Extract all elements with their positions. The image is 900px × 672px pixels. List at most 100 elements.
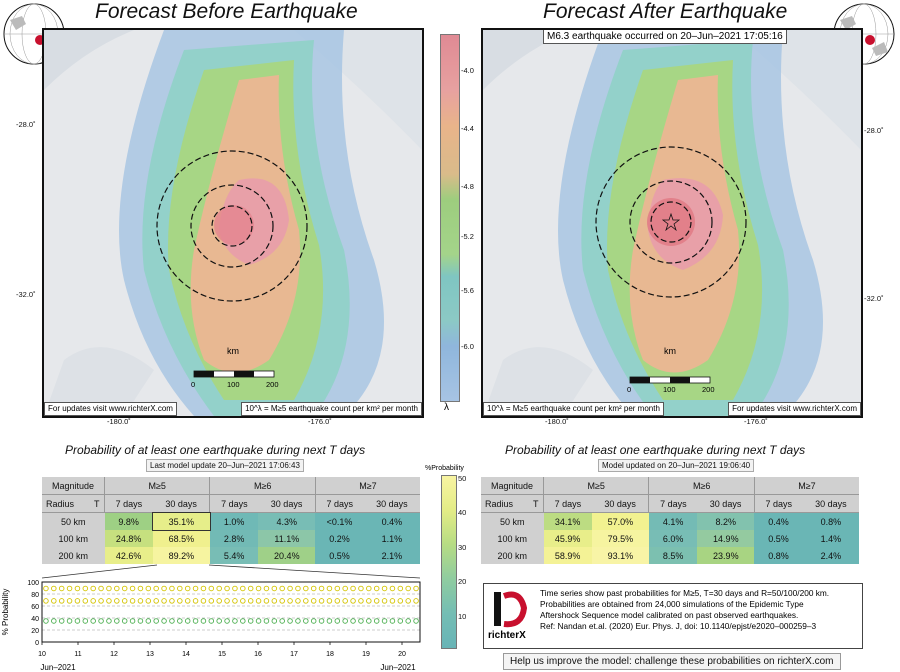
prob-cell: 4.1%: [648, 512, 698, 530]
ts-point: [303, 598, 309, 604]
ts-point: [177, 618, 183, 624]
ts-xtick-label: 20: [398, 651, 406, 658]
ts-point: [74, 585, 81, 592]
table-row: 200 km 58.9% 93.1% 8.5% 23.9% 0.8% 2.4%: [481, 547, 859, 564]
ts-point: [106, 585, 112, 592]
ts-point: [413, 598, 419, 604]
ts-xtick-label: 16: [254, 651, 262, 658]
prob-cell: 1.0%: [209, 512, 259, 530]
prob-cell: 1.1%: [363, 530, 420, 547]
ts-point: [192, 598, 199, 604]
ts-point: [82, 598, 89, 604]
ts-xtick-label: 15: [218, 651, 226, 658]
scale-tick-200-after: 200: [702, 385, 715, 394]
ts-point: [389, 618, 396, 624]
prob-cell: 24.8%: [104, 530, 153, 547]
prob-cell: 79.5%: [591, 530, 649, 547]
prob-cell: 34.1%: [543, 512, 592, 530]
prob-cell: 14.9%: [697, 530, 755, 547]
ts-point: [373, 598, 380, 604]
ts-point: [200, 598, 207, 604]
prob-cell: 20.4%: [258, 547, 316, 564]
ts-point: [389, 598, 396, 604]
probability-table-right: Magnitude M≥5 M≥6 M≥7 Radius T 7 days 30 …: [481, 477, 859, 564]
ts-ytick-label: 80: [31, 592, 39, 599]
ts-point: [342, 585, 348, 592]
ts-point: [224, 585, 230, 592]
ts-point: [381, 618, 388, 624]
ts-point: [137, 618, 144, 624]
ts-point: [334, 598, 341, 604]
ts-point: [240, 598, 246, 604]
period-header: 30 days: [152, 494, 210, 513]
probability-time-series: 0 20 40 60 80 100 10 11 12 13 14 15 16 17 18 19 20 % Pr…: [1, 580, 421, 672]
period-header: 30 days: [258, 494, 316, 513]
prob-title-right: Probability of at least one earthquake d…: [505, 443, 806, 457]
mag-header-m5: M≥5: [542, 477, 649, 495]
ts-point: [43, 618, 49, 624]
ts-point: [43, 585, 49, 592]
footer-update-link-before[interactable]: For updates visit www.richterX.com: [44, 402, 177, 416]
prob-cell: 0.4%: [363, 512, 420, 530]
ts-point: [169, 585, 175, 592]
magnitude-header: Magnitude: [481, 477, 544, 495]
prob-cell: <0.1%: [315, 512, 364, 530]
ts-point: [90, 585, 96, 592]
prob-cell-selected[interactable]: 35.1%: [151, 511, 211, 531]
prob-cell: 8.2%: [697, 512, 755, 530]
lon-label-176-left: -176.0˚: [308, 417, 332, 426]
ts-point: [287, 598, 293, 604]
ts-point: [318, 585, 325, 592]
scale-tick-100-after: 100: [663, 385, 676, 394]
model-info-box: richterX Time series show past probabili…: [483, 583, 863, 649]
ts-point: [381, 585, 388, 592]
ts-point: [106, 598, 112, 604]
ts-point: [405, 618, 411, 624]
ts-point: [240, 618, 246, 624]
scale-tick-100: 100: [227, 380, 240, 389]
prob-cell: 0.5%: [754, 530, 803, 547]
ts-point: [161, 585, 167, 592]
ts-point: [295, 618, 301, 624]
ts-point: [161, 618, 167, 624]
prob-subtitle-right: Model updated on 20–Jun–2021 19:06:40: [598, 459, 755, 472]
ts-point: [74, 618, 81, 624]
map-title-before: Forecast Before Earthquake: [95, 0, 358, 23]
mag-header-m6: M≥6: [209, 477, 316, 495]
ts-ytick-label: 0: [35, 640, 39, 647]
ts-point: [263, 585, 270, 592]
prob-cell: 58.9%: [543, 547, 592, 564]
ts-point: [413, 618, 419, 624]
ts-point: [373, 618, 380, 624]
period-header: 7 days: [648, 494, 698, 513]
period-header: 7 days: [314, 494, 364, 513]
ts-point: [184, 618, 191, 624]
ts-point: [153, 618, 159, 624]
ts-point: [121, 585, 128, 592]
ts-point: [287, 585, 293, 592]
ts-ytick-label: 100: [27, 580, 39, 587]
prob-tick-10: 10: [458, 612, 467, 621]
ts-point: [310, 618, 317, 624]
ts-point: [232, 585, 238, 592]
ts-point: [263, 618, 270, 624]
footer-update-link-after[interactable]: For updates visit www.richterX.com: [728, 402, 861, 416]
ts-xtick-label: 10: [38, 651, 46, 658]
forecast-map-before: km 0 100 200 For updates visit www.richt…: [42, 28, 424, 418]
ts-point: [295, 585, 301, 592]
ts-point: [129, 585, 136, 592]
ts-point: [405, 598, 411, 604]
prob-tick-20: 20: [458, 577, 467, 586]
footer-lambda-note-after: 10^λ = M≥5 earthquake count per km² per …: [483, 402, 664, 416]
mag-header-m7: M≥7: [753, 477, 859, 495]
radius-cell: 50 km: [42, 512, 105, 530]
ts-point: [43, 598, 49, 604]
ts-ylabel: % Probability: [1, 589, 10, 636]
help-improve-link[interactable]: Help us improve the model: challenge the…: [503, 653, 841, 670]
prob-cell: 11.1%: [258, 530, 316, 547]
table-row: 50 km 34.1% 57.0% 4.1% 8.2% 0.4% 0.8%: [481, 512, 859, 530]
prob-cell: 9.8%: [104, 512, 153, 530]
ts-point: [358, 618, 364, 624]
lambda-tick-5: -6.0: [461, 342, 474, 351]
ts-point: [303, 585, 309, 592]
